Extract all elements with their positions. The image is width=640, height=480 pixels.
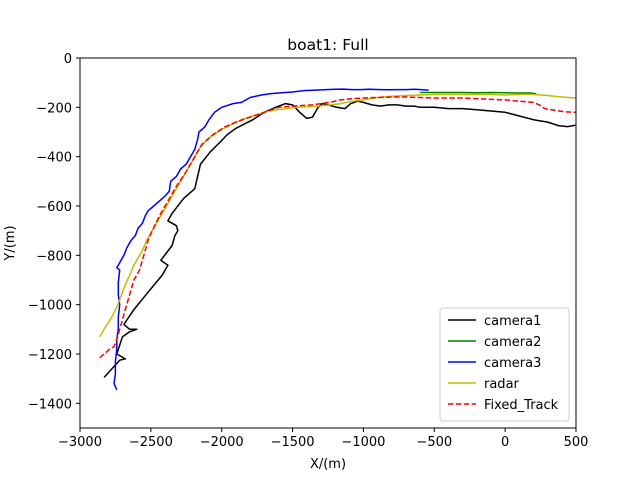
x-axis: −3000 −2500 −2000 −1500 −1000 −500 0 500 [58,428,588,450]
legend-label: camera1 [484,314,541,329]
series-line-camera2 [420,91,537,95]
series-line-camera3 [113,88,429,391]
legend-label: Fixed_Track [484,398,559,413]
x-tick-label: −2000 [200,435,244,450]
x-tick-label: −3000 [58,435,102,450]
series-line-camera1 [103,100,576,378]
y-tick-label: 0 [64,52,72,67]
series-layer [99,88,576,391]
plot-frame [79,57,577,429]
series-line-radar [99,93,576,338]
x-tick-label: −1000 [341,435,385,450]
legend-label: camera2 [484,335,541,350]
legend: camera1 camera2 camera3 radar Fixed_Track [439,307,570,422]
x-tick-label: −2500 [129,435,173,450]
y-axis: 0 −200 −400 −600 −800 −1000 −1200 −1400 [28,52,80,412]
y-tick-label: −1400 [28,397,72,412]
y-tick-label: −1000 [28,299,72,314]
x-tick-label: 0 [501,435,509,450]
x-tick-label: −1500 [271,435,315,450]
legend-label: radar [484,377,520,392]
y-tick-label: −200 [36,101,72,116]
y-tick-label: −400 [36,151,72,166]
y-tick-label: −800 [36,249,72,264]
y-axis-label: Y/(m) [3,225,18,261]
plot-area [79,57,577,429]
y-tick-label: −600 [36,200,72,215]
legend-box [439,307,570,422]
x-axis-label: X/(m) [310,457,346,472]
legend-label: camera3 [484,356,541,371]
x-tick-label: −500 [416,435,452,450]
y-tick-label: −1200 [28,348,72,363]
x-tick-label: 500 [564,435,589,450]
chart-title: boat1: Full [287,36,368,54]
series-line-fixed-track [99,96,576,359]
